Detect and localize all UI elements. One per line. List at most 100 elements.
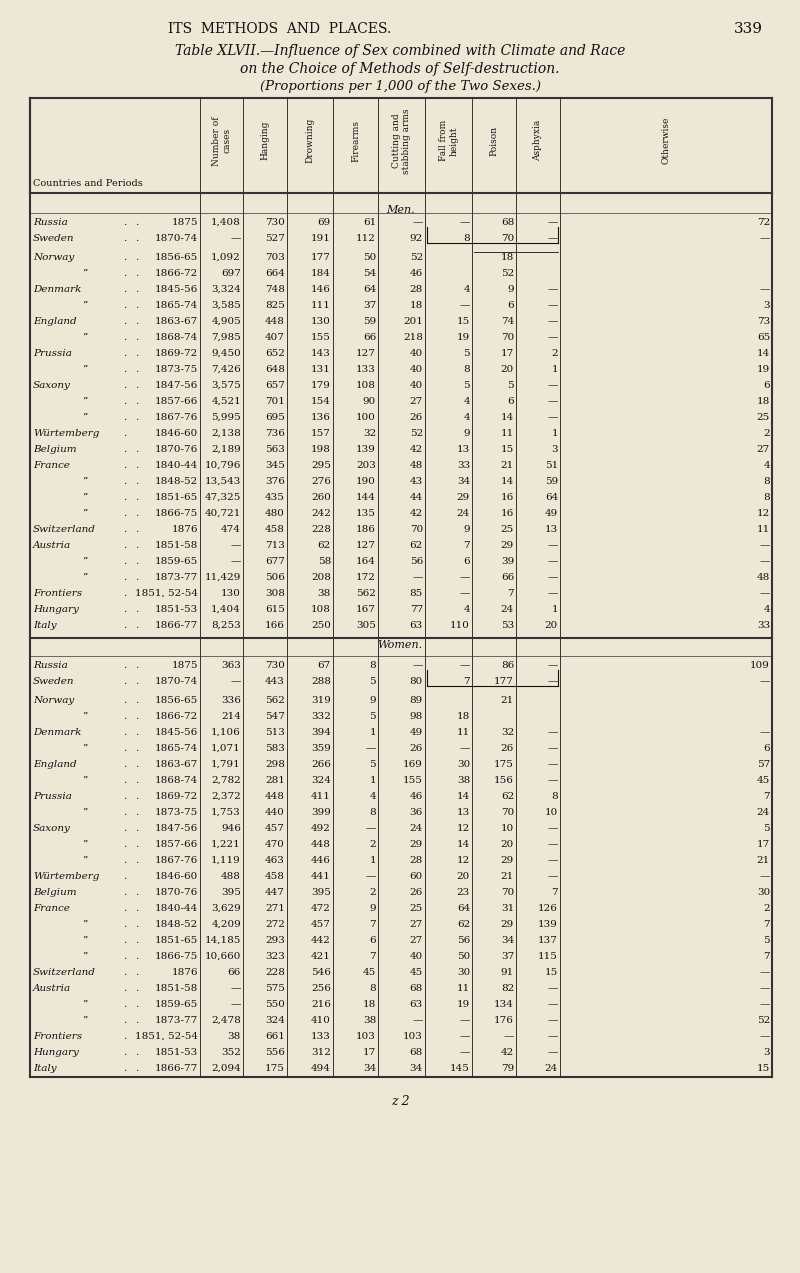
Text: 648: 648 bbox=[265, 365, 285, 374]
Text: 1847-56: 1847-56 bbox=[154, 381, 198, 390]
Text: .: . bbox=[123, 743, 126, 752]
Text: ”: ” bbox=[82, 920, 88, 929]
Text: 1867-76: 1867-76 bbox=[154, 412, 198, 421]
Text: 1: 1 bbox=[370, 728, 376, 737]
Text: 677: 677 bbox=[265, 556, 285, 565]
Text: Switzerland: Switzerland bbox=[33, 967, 96, 976]
Text: 17: 17 bbox=[362, 1048, 376, 1057]
Text: 1857-66: 1857-66 bbox=[154, 840, 198, 849]
Text: 20: 20 bbox=[457, 872, 470, 881]
Text: 59: 59 bbox=[362, 317, 376, 326]
Text: 1851-58: 1851-58 bbox=[154, 541, 198, 550]
Text: 143: 143 bbox=[311, 349, 331, 358]
Text: 70: 70 bbox=[410, 524, 423, 533]
Text: Denmark: Denmark bbox=[33, 728, 82, 737]
Text: Countries and Periods: Countries and Periods bbox=[33, 179, 142, 188]
Text: 457: 457 bbox=[265, 824, 285, 833]
Text: 12: 12 bbox=[457, 855, 470, 864]
Text: Cutting and
stabbing arms: Cutting and stabbing arms bbox=[392, 108, 411, 173]
Text: 13: 13 bbox=[457, 444, 470, 453]
Text: 56: 56 bbox=[410, 556, 423, 565]
Text: 3,324: 3,324 bbox=[211, 285, 241, 294]
Text: .: . bbox=[135, 1016, 138, 1025]
Text: 407: 407 bbox=[265, 332, 285, 341]
Text: ”: ” bbox=[82, 477, 88, 486]
Text: 28: 28 bbox=[410, 285, 423, 294]
Text: 134: 134 bbox=[494, 999, 514, 1008]
Text: 18: 18 bbox=[362, 999, 376, 1008]
Text: 11: 11 bbox=[457, 984, 470, 993]
Text: 5: 5 bbox=[763, 824, 770, 833]
Text: 89: 89 bbox=[410, 696, 423, 705]
Text: 435: 435 bbox=[265, 493, 285, 502]
Text: 730: 730 bbox=[265, 661, 285, 670]
Text: 38: 38 bbox=[362, 1016, 376, 1025]
Text: 66: 66 bbox=[501, 573, 514, 582]
Text: 703: 703 bbox=[265, 253, 285, 262]
Text: 63: 63 bbox=[410, 999, 423, 1008]
Text: 24: 24 bbox=[545, 1064, 558, 1073]
Text: .: . bbox=[135, 824, 138, 833]
Text: .: . bbox=[123, 509, 126, 518]
Text: Hungary: Hungary bbox=[33, 1048, 79, 1057]
Text: 139: 139 bbox=[538, 920, 558, 929]
Text: .: . bbox=[135, 605, 138, 614]
Text: —: — bbox=[548, 332, 558, 341]
Text: Austria: Austria bbox=[33, 541, 71, 550]
Text: —: — bbox=[760, 234, 770, 243]
Text: 67: 67 bbox=[318, 661, 331, 670]
Text: 201: 201 bbox=[403, 317, 423, 326]
Text: .: . bbox=[135, 760, 138, 769]
Text: .: . bbox=[123, 605, 126, 614]
Text: 1866-75: 1866-75 bbox=[154, 952, 198, 961]
Text: 8: 8 bbox=[551, 792, 558, 801]
Text: .: . bbox=[123, 855, 126, 864]
Text: 13,543: 13,543 bbox=[205, 477, 241, 486]
Text: 29: 29 bbox=[457, 493, 470, 502]
Text: 312: 312 bbox=[311, 1048, 331, 1057]
Text: 190: 190 bbox=[356, 477, 376, 486]
Text: Russia: Russia bbox=[33, 661, 68, 670]
Text: 14,185: 14,185 bbox=[205, 936, 241, 945]
Text: .: . bbox=[135, 556, 138, 565]
Text: 45: 45 bbox=[757, 775, 770, 784]
Text: 91: 91 bbox=[501, 967, 514, 976]
Text: 7,426: 7,426 bbox=[211, 365, 241, 374]
Text: 21: 21 bbox=[501, 696, 514, 705]
Text: 332: 332 bbox=[311, 712, 331, 721]
Text: 458: 458 bbox=[265, 872, 285, 881]
Text: ”: ” bbox=[82, 556, 88, 565]
Text: Number of
cases: Number of cases bbox=[212, 116, 231, 165]
Text: 513: 513 bbox=[265, 728, 285, 737]
Text: 7: 7 bbox=[370, 920, 376, 929]
Text: 100: 100 bbox=[356, 412, 376, 421]
Text: 44: 44 bbox=[410, 493, 423, 502]
Text: .: . bbox=[123, 696, 126, 705]
Text: 1851-53: 1851-53 bbox=[154, 1048, 198, 1057]
Text: .: . bbox=[135, 936, 138, 945]
Text: —: — bbox=[366, 872, 376, 881]
Text: —: — bbox=[548, 872, 558, 881]
Text: 271: 271 bbox=[265, 904, 285, 913]
Text: 946: 946 bbox=[221, 824, 241, 833]
Text: ”: ” bbox=[82, 412, 88, 421]
Text: 157: 157 bbox=[311, 429, 331, 438]
Text: 64: 64 bbox=[362, 285, 376, 294]
Text: Otherwise: Otherwise bbox=[662, 117, 670, 164]
Text: Drowning: Drowning bbox=[306, 118, 314, 163]
Text: —: — bbox=[548, 234, 558, 243]
Text: —: — bbox=[460, 1016, 470, 1025]
Text: 652: 652 bbox=[265, 349, 285, 358]
Text: ”: ” bbox=[82, 509, 88, 518]
Text: 37: 37 bbox=[501, 952, 514, 961]
Text: 19: 19 bbox=[757, 365, 770, 374]
Text: 57: 57 bbox=[757, 760, 770, 769]
Text: 1876: 1876 bbox=[171, 524, 198, 533]
Text: —: — bbox=[760, 984, 770, 993]
Text: 5: 5 bbox=[507, 381, 514, 390]
Text: ”: ” bbox=[82, 936, 88, 945]
Text: 345: 345 bbox=[265, 461, 285, 470]
Text: —: — bbox=[413, 1016, 423, 1025]
Text: 441: 441 bbox=[311, 872, 331, 881]
Text: 4: 4 bbox=[463, 397, 470, 406]
